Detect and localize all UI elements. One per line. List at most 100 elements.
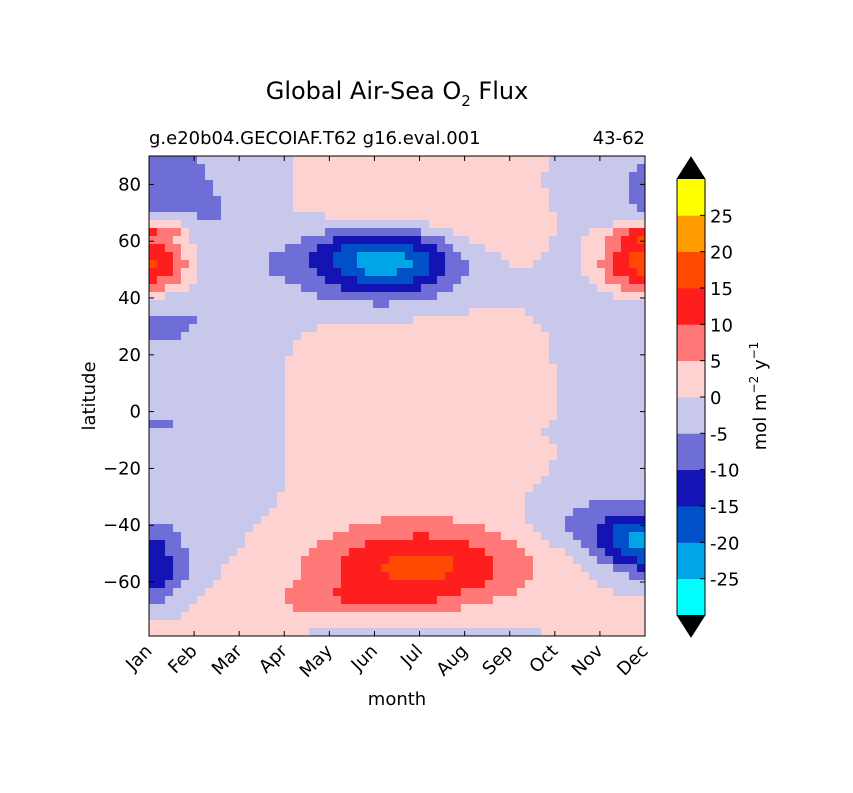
contour-cell	[245, 508, 254, 517]
contour-cell	[533, 524, 542, 533]
contour-cell	[405, 516, 414, 525]
contour-cell	[453, 548, 462, 557]
contour-cell	[293, 612, 302, 621]
colorbar-label: mol m−2 y−1	[747, 342, 771, 451]
contour-cell	[573, 388, 582, 397]
contour-cell	[637, 492, 645, 501]
contour-cell	[549, 220, 558, 229]
contour-cell	[261, 388, 270, 397]
contour-cell	[333, 500, 342, 509]
contour-cell	[301, 188, 310, 197]
contour-cell	[189, 484, 198, 493]
contour-cell	[205, 276, 214, 285]
contour-cell	[317, 524, 326, 533]
contour-cell	[309, 236, 318, 245]
contour-cell	[253, 420, 262, 429]
contour-cell	[565, 580, 574, 589]
contour-cell	[205, 220, 214, 229]
contour-cell	[637, 332, 645, 341]
contour-cell	[301, 412, 310, 421]
contour-cell	[597, 236, 606, 245]
contour-cell	[261, 228, 270, 237]
contour-cell	[269, 300, 278, 309]
contour-cell	[213, 316, 222, 325]
contour-cell	[389, 244, 398, 253]
contour-cell	[165, 612, 174, 621]
contour-cell	[373, 380, 382, 389]
contour-cell	[381, 284, 390, 293]
contour-cell	[277, 316, 286, 325]
contour-cell	[509, 348, 518, 357]
contour-cell	[429, 204, 438, 213]
contour-cell	[421, 372, 430, 381]
contour-cell	[605, 236, 614, 245]
contour-cell	[445, 460, 454, 469]
contour-cell	[245, 252, 254, 261]
contour-cell	[221, 500, 230, 509]
contour-cell	[501, 220, 510, 229]
contour-cell	[293, 220, 302, 229]
contour-cell	[157, 524, 166, 533]
contour-cell	[229, 324, 238, 333]
contour-cell	[541, 388, 550, 397]
contour-cell	[237, 420, 246, 429]
contour-cell	[405, 428, 414, 437]
contour-cell	[589, 476, 598, 485]
contour-cell	[253, 180, 262, 189]
contour-cell	[205, 260, 214, 269]
contour-cell	[277, 500, 286, 509]
contour-cell	[309, 396, 318, 405]
contour-cell	[357, 340, 366, 349]
contour-cell	[389, 604, 398, 613]
contour-cell	[461, 556, 470, 565]
contour-cell	[365, 284, 374, 293]
contour-cell	[197, 380, 206, 389]
contour-cell	[613, 348, 622, 357]
contour-cell	[453, 292, 462, 301]
contour-cell	[397, 556, 406, 565]
contour-cell	[317, 212, 326, 221]
contour-cell	[341, 252, 350, 261]
contour-cell	[605, 268, 614, 277]
contour-cell	[549, 284, 558, 293]
contour-cell	[157, 628, 166, 636]
contour-cell	[237, 220, 246, 229]
contour-cell	[413, 388, 422, 397]
contour-cell	[573, 468, 582, 477]
contour-cell	[221, 564, 230, 573]
contour-cell	[269, 204, 278, 213]
contour-cell	[509, 180, 518, 189]
contour-cell	[469, 620, 478, 629]
contour-cell	[357, 268, 366, 277]
contour-cell	[285, 332, 294, 341]
contour-cell	[277, 436, 286, 445]
contour-cell	[445, 372, 454, 381]
contour-cell	[277, 508, 286, 517]
contour-cell	[621, 396, 630, 405]
contour-cell	[205, 444, 214, 453]
contour-cell	[333, 612, 342, 621]
contour-cell	[477, 628, 486, 636]
contour-cell	[269, 524, 278, 533]
contour-cell	[173, 180, 182, 189]
contour-cell	[389, 324, 398, 333]
contour-cell	[349, 604, 358, 613]
contour-cell	[381, 316, 390, 325]
contour-cell	[533, 412, 542, 421]
contour-cell	[477, 188, 486, 197]
contour-cell	[349, 484, 358, 493]
contour-cell	[485, 596, 494, 605]
contour-cell	[541, 628, 550, 636]
contour-cell	[597, 204, 606, 213]
contour-cell	[213, 204, 222, 213]
contour-cell	[381, 452, 390, 461]
contour-cell	[205, 156, 214, 165]
contour-cell	[157, 604, 166, 613]
contour-cell	[181, 444, 190, 453]
contour-cell	[261, 476, 270, 485]
contour-cell	[397, 212, 406, 221]
contour-cell	[573, 444, 582, 453]
contour-cell	[373, 220, 382, 229]
contour-cell	[605, 620, 614, 629]
